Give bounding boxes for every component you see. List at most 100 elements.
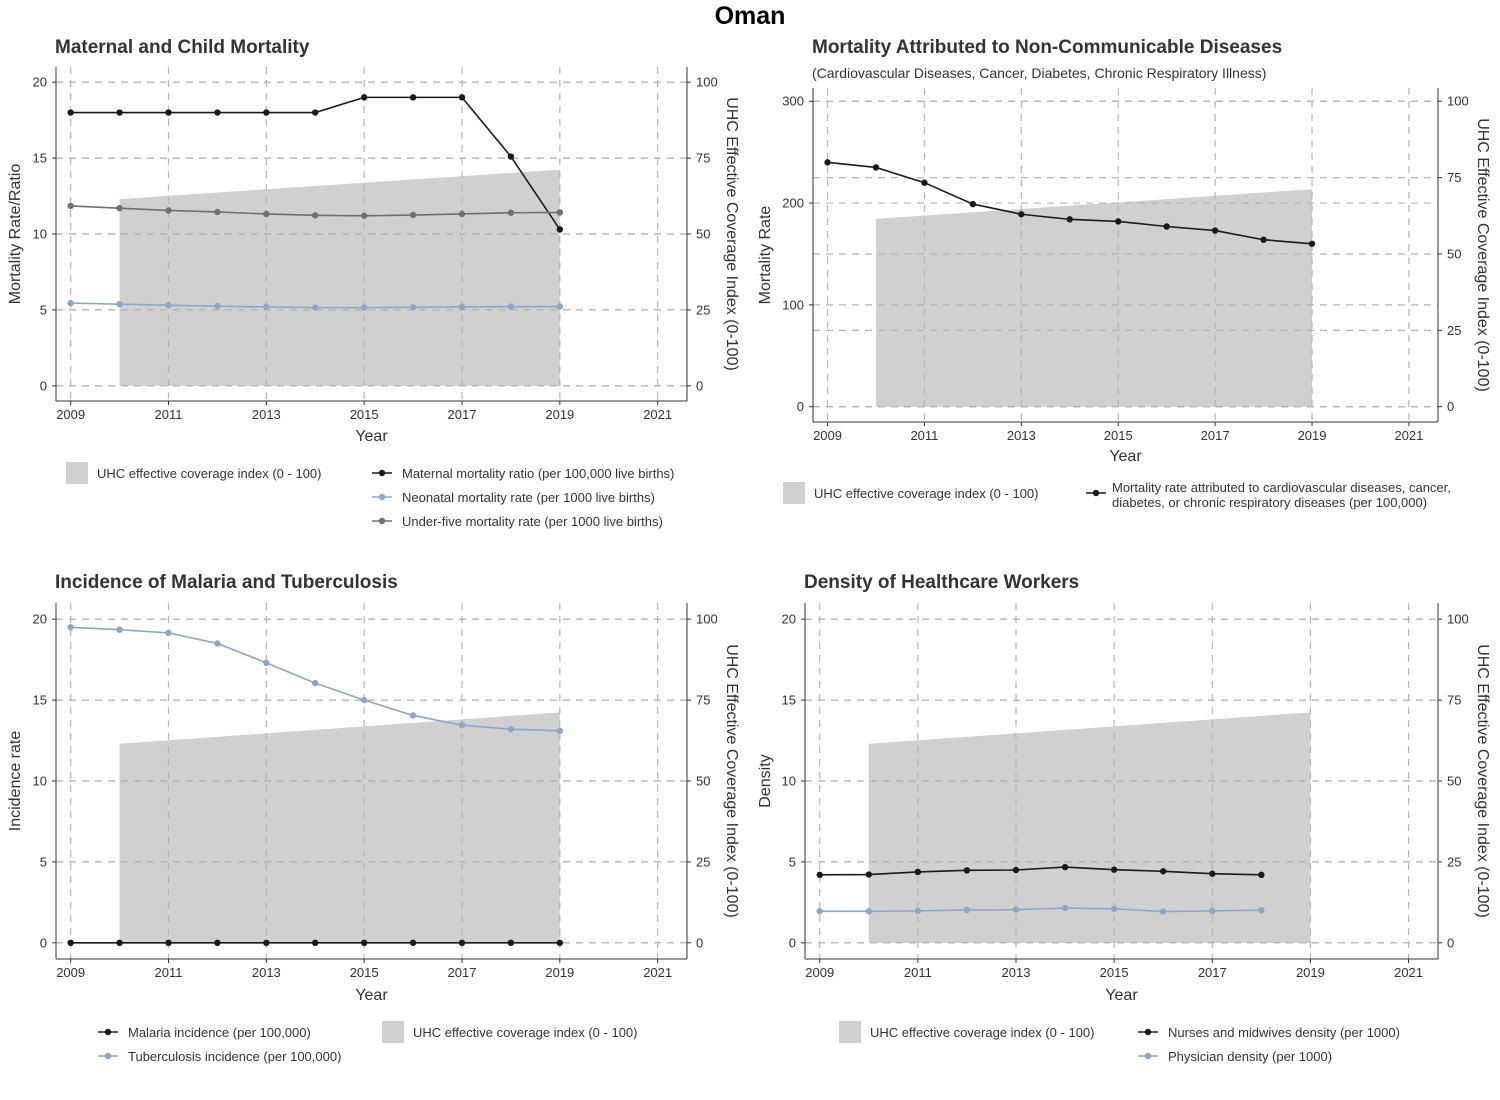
series-1 — [67, 94, 564, 233]
data-point — [1061, 863, 1069, 871]
x-tick-label: 2017 — [448, 407, 477, 422]
data-point — [165, 939, 172, 947]
x-tick-label: 2019 — [1296, 965, 1325, 980]
data-point — [458, 210, 466, 218]
data-point — [963, 906, 971, 914]
data-point — [214, 302, 221, 310]
gridlines — [805, 603, 1438, 959]
data-point — [458, 303, 466, 311]
x-tick-label: 2009 — [56, 965, 85, 980]
x-axis-label: Year — [355, 428, 388, 445]
data-point — [409, 94, 417, 101]
data-point — [312, 212, 319, 219]
y2-tick-label: 75 — [696, 151, 710, 166]
y2-tick-label: 25 — [696, 854, 710, 869]
legend-key-area — [783, 482, 805, 504]
y2-tick-label: 100 — [1447, 94, 1469, 109]
legend: UHC effective coverage index (0 - 100) Nu… — [839, 1021, 1400, 1064]
legend-label: UHC effective coverage index (0 - 100) — [413, 1025, 637, 1040]
y2-tick-label: 100 — [1447, 612, 1469, 627]
series-line — [70, 626, 560, 732]
data-point — [360, 304, 368, 311]
y-tick-label: 0 — [789, 935, 796, 950]
y2-axis-label: UHC Effective Coverage Index (0-100) — [723, 644, 740, 918]
x-axis-label: Year — [355, 987, 388, 1004]
series-2 — [67, 299, 564, 311]
chart-title: Density of Healthcare Workers — [804, 572, 1079, 593]
y2-axis-label: UHC Effective Coverage Index (0-100) — [1474, 644, 1491, 918]
y-tick-label: 0 — [797, 399, 804, 414]
data-point — [816, 871, 823, 879]
legend-label: UHC effective coverage index (0 - 100) — [814, 486, 1038, 501]
y2-tick-label: 75 — [1447, 170, 1461, 185]
data-point — [165, 302, 172, 309]
x-tick-label: 2015 — [350, 407, 379, 422]
data-point — [1209, 870, 1216, 877]
data-point — [556, 209, 564, 216]
legend-key-area — [382, 1021, 404, 1043]
legend-key-point — [378, 517, 386, 525]
series-line — [819, 866, 1262, 876]
chart-panel-4: Density of Healthcare Workers 0 5 10 15 20 0 25… — [757, 572, 1491, 1064]
y2-axis-label: UHC Effective Coverage Index (0-100) — [723, 97, 740, 371]
data-point — [1163, 223, 1170, 230]
x-tick-label: 2015 — [1104, 428, 1133, 443]
y2-tick-label: 0 — [696, 935, 703, 950]
uhc-coverage-area — [868, 712, 1311, 943]
y2-axis-label: UHC Effective Coverage Index (0-100) — [1474, 118, 1491, 392]
legend: Malaria incidence (per 100,000) Tuberculo… — [98, 1021, 637, 1064]
data-point — [816, 908, 823, 915]
y-axis-label: Density — [757, 754, 774, 807]
data-point — [1160, 908, 1167, 915]
series-2 — [67, 624, 564, 735]
legend-label: Physician density (per 1000) — [1168, 1049, 1332, 1064]
x-tick-label: 2009 — [813, 428, 842, 443]
y2-tick-label: 75 — [696, 693, 710, 708]
data-point — [312, 304, 319, 311]
y2-tick-label: 0 — [1447, 399, 1454, 414]
data-point — [116, 204, 123, 212]
data-point — [214, 208, 221, 216]
x-tick-label: 2021 — [643, 965, 672, 980]
y2-tick-label: 50 — [1447, 246, 1461, 261]
x-tick-label: 2015 — [350, 965, 379, 980]
data-point — [507, 939, 515, 947]
data-point — [263, 303, 270, 311]
x-tick-label: 2011 — [904, 965, 932, 980]
data-point — [263, 939, 270, 947]
data-point — [914, 907, 922, 915]
series-1 — [824, 159, 1316, 247]
data-point — [67, 202, 74, 210]
data-point — [458, 94, 466, 101]
x-tick-label: 2015 — [1100, 965, 1129, 980]
chart-panel-2: Mortality Attributed to Non-Communicable… — [757, 37, 1491, 510]
x-tick-label: 2019 — [1298, 428, 1327, 443]
data-point — [165, 109, 172, 116]
data-point — [214, 109, 221, 116]
gridlines — [56, 67, 687, 401]
data-point — [409, 712, 417, 719]
chart-panels: Maternal and Child Mortality051015200255… — [7, 37, 1491, 1064]
data-point — [1308, 240, 1316, 247]
data-point — [914, 868, 922, 876]
y2-tick-label: 25 — [696, 302, 710, 317]
chart-title: Incidence of Malaria and Tuberculosis — [55, 572, 398, 593]
data-point — [556, 939, 564, 947]
y2-tick-label: 0 — [1447, 935, 1454, 950]
data-point — [67, 624, 74, 631]
data-point — [165, 629, 172, 637]
y2-tick-label: 50 — [696, 774, 710, 789]
data-point — [116, 626, 123, 633]
legend-key-point — [1144, 1052, 1152, 1060]
y-tick-label: 10 — [33, 774, 47, 789]
data-point — [360, 94, 368, 101]
series-3 — [67, 202, 564, 219]
y-tick-label: 5 — [40, 302, 47, 317]
data-point — [1115, 218, 1122, 225]
data-point — [556, 303, 564, 310]
data-point — [1260, 236, 1267, 243]
legend-label: Mortality rate attributed to cardiovascu… — [1112, 480, 1451, 495]
y-tick-label: 20 — [782, 612, 796, 627]
